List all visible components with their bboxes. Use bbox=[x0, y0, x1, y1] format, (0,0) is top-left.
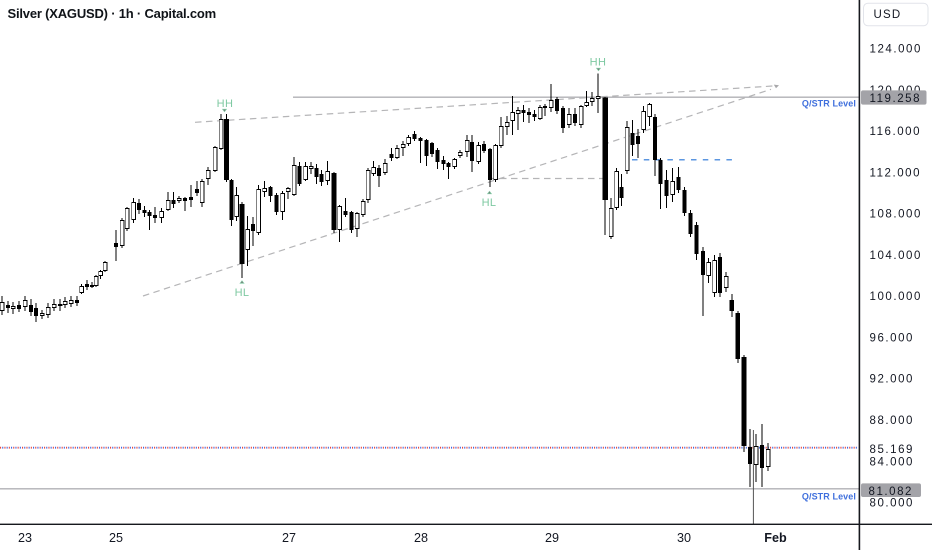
svg-text:HH: HH bbox=[590, 57, 607, 69]
svg-text:HL: HL bbox=[235, 287, 250, 299]
svg-text:27: 27 bbox=[282, 531, 296, 545]
svg-text:116.000: 116.000 bbox=[870, 126, 922, 138]
svg-text:85.169: 85.169 bbox=[870, 444, 914, 456]
svg-text:25: 25 bbox=[109, 531, 123, 545]
svg-text:Feb: Feb bbox=[764, 531, 787, 545]
svg-text:81.082: 81.082 bbox=[869, 486, 913, 498]
svg-text:30: 30 bbox=[677, 531, 691, 545]
svg-text:HH: HH bbox=[217, 98, 234, 110]
svg-text:USD: USD bbox=[874, 9, 902, 21]
svg-text:92.000: 92.000 bbox=[870, 374, 914, 386]
svg-text:29: 29 bbox=[545, 531, 559, 545]
svg-text:96.000: 96.000 bbox=[870, 332, 914, 344]
svg-text:HL: HL bbox=[482, 197, 497, 209]
svg-text:104.000: 104.000 bbox=[870, 250, 922, 262]
svg-text:Q/STR Level: Q/STR Level bbox=[802, 492, 856, 502]
svg-text:88.000: 88.000 bbox=[870, 415, 914, 427]
svg-text:80.000: 80.000 bbox=[870, 498, 914, 510]
svg-text:108.000: 108.000 bbox=[870, 209, 922, 221]
svg-text:Q/STR Level: Q/STR Level bbox=[802, 98, 856, 108]
svg-text:28: 28 bbox=[414, 531, 428, 545]
svg-text:23: 23 bbox=[18, 531, 32, 545]
svg-text:119.258: 119.258 bbox=[870, 93, 922, 105]
svg-text:112.000: 112.000 bbox=[870, 167, 922, 179]
svg-text:124.000: 124.000 bbox=[870, 44, 922, 56]
svg-text:84.000: 84.000 bbox=[870, 456, 914, 468]
svg-text:100.000: 100.000 bbox=[870, 291, 922, 303]
svg-text:Silver (XAGUSD) · 1h · Capital: Silver (XAGUSD) · 1h · Capital.com bbox=[8, 6, 216, 21]
